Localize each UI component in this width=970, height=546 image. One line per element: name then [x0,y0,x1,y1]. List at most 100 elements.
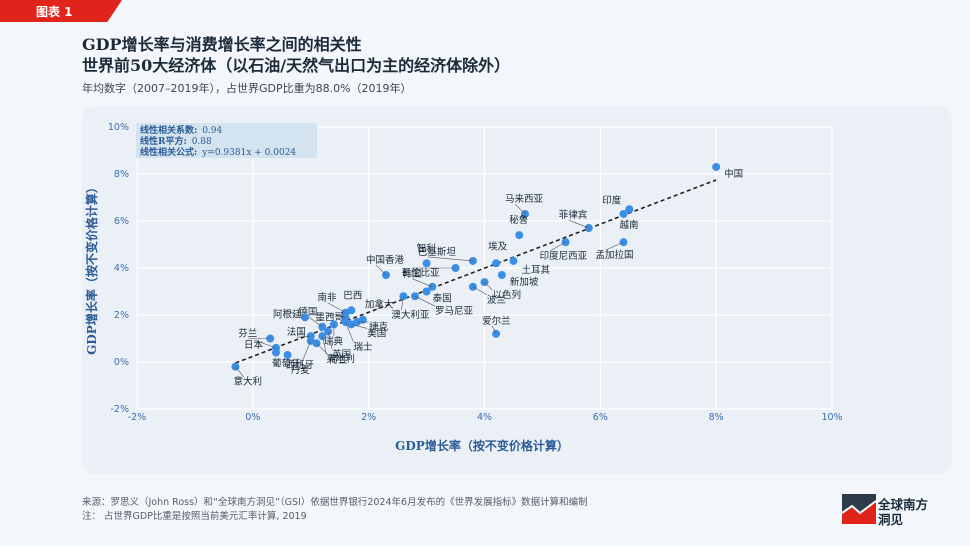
point-label: 日本 [244,339,264,351]
point-label: 埃及 [488,240,508,252]
leader-line [316,342,329,356]
trend-line [235,179,717,364]
point-label: 爱尔兰 [482,315,511,327]
point-label: 秘鲁 [509,214,528,226]
leader-line [514,203,526,215]
leader-line [484,281,493,291]
leader-line [325,312,346,318]
point-label: 巴基斯坦 [418,246,457,258]
data-point [509,256,518,265]
point-label: 美国 [367,327,386,339]
y-axis-label: GDP增长率（按不变价格计算） [84,181,99,355]
x-tick-label: 4% [477,412,492,423]
stats-line-2-label: 线性R平方: [140,135,187,147]
stats-box-background [136,123,317,158]
chart-panel [82,106,952,474]
axis-ticks: -2% 0% 2% 4% 6% 8% 10% -2% 0% 2% 4% 6% 8% 10% [108,122,843,423]
source-note: 来源：罗思义（John Ross）和“全球南方洞见”（GSI）依据世界银行202… [82,497,588,508]
x-tick-label: -2% [128,412,147,423]
footnote: 注： 占世界GDP比重是按照当前美元汇率计算, 2019 [82,511,307,522]
y-tick-label: 0% [114,357,129,368]
x-axis-label: GDP增长率（按不变价格计算） [395,438,569,453]
leader-line [296,335,311,338]
point-label: 加拿大 [365,299,394,311]
point-label: 菲律宾 [559,209,588,221]
point-label: 捷克 [369,321,389,333]
point-label: 韩国 [402,268,421,280]
leader-line [327,302,346,313]
leader-line [605,241,624,251]
leader-line [345,321,354,343]
title-line-2: 世界前50大经济体（以石油/天然气出口为主的经济体除外） [82,56,511,75]
point-label: 英国 [332,348,351,360]
point-label: 澳大利亚 [391,309,430,321]
stats-line-2-value: 0.88 [192,137,212,147]
figure-tag: 图表 1 [0,0,122,22]
point-label: 波兰 [487,294,506,306]
leader-line [327,331,333,350]
y-tick-label: -2% [111,404,130,415]
y-tick-label: 2% [114,310,129,321]
point-label: 泰国 [433,293,452,305]
figure-tag-label: 图表 1 [36,5,73,19]
leader-line [549,241,566,252]
point-label: 马来西亚 [505,194,544,205]
leader-line [308,316,323,327]
leader-line [412,278,433,288]
data-point [515,231,524,240]
leader-line [414,295,436,307]
leader-line [491,325,497,334]
point-label: 丹麦 [291,364,311,376]
point-label: 意大利 [233,376,262,388]
point-label: 法国 [287,326,306,338]
title-line-1: GDP增长率与消费增长率之间的相关性 [82,35,362,54]
y-tick-label: 10% [108,122,129,133]
leader-line [472,286,488,296]
data-point [619,209,628,218]
point-label: 哥伦比亚 [402,267,441,279]
data-point [422,287,431,296]
point-label: 葡萄牙 [272,358,301,370]
point-label: 西班牙 [286,359,315,371]
data-point [497,271,506,280]
y-tick-label: 4% [114,263,129,274]
point-label: 芬兰 [238,328,257,340]
leader-line [282,309,306,318]
x-tick-label: 10% [821,412,842,423]
point-label: 瑞士 [354,341,374,353]
point-label: 印度尼西亚 [540,250,588,262]
point-label: 智利 [417,242,436,254]
chart-subtitle: 年均数字（2007–2019年），占世界GDP比重为88.0%（2019年） [82,82,412,95]
x-tick-label: 2% [361,412,376,423]
data-point [272,348,280,357]
logo-text: 全球南方 洞见 [878,497,928,527]
point-label: 巴西 [343,290,362,301]
stats-line-1-value: 0.94 [202,126,222,136]
point-label: 荷兰 [329,354,348,366]
data-point [422,259,431,268]
chart-title: GDP增长率与消费增长率之间的相关性 世界前50大经济体（以石油/天然气出口为主… [82,34,510,76]
data-point [625,205,634,214]
point-label: 越南 [620,219,639,231]
data-point [712,162,721,171]
stats-line-2: 线性R平方: 0.88 [140,135,212,147]
point-label: 墨西哥 [316,312,345,323]
point-label: 中国 [724,168,743,180]
x-tick-label: 8% [709,412,724,423]
leader-line [253,339,277,349]
stats-box: 线性相关系数: 0.94 线性R平方: 0.88 线性相关公式: y=0.938… [136,123,317,158]
point-label: 中国香港 [366,254,405,266]
point-label: 奥地利 [326,353,355,365]
point-label: 瑞典 [324,335,344,347]
data-point [283,350,292,359]
y-tick-label: 6% [114,216,129,227]
logo-line-1: 全球南方 [878,497,929,512]
point-label: 阿根廷 [273,308,302,320]
stats-line-3: 线性相关公式: y=0.9381x + 0.0024 [140,146,296,158]
leader-line [351,324,368,329]
x-tick-label: 0% [245,412,260,423]
point-label: 印度 [602,194,622,206]
point-label: 罗马尼亚 [435,306,474,317]
